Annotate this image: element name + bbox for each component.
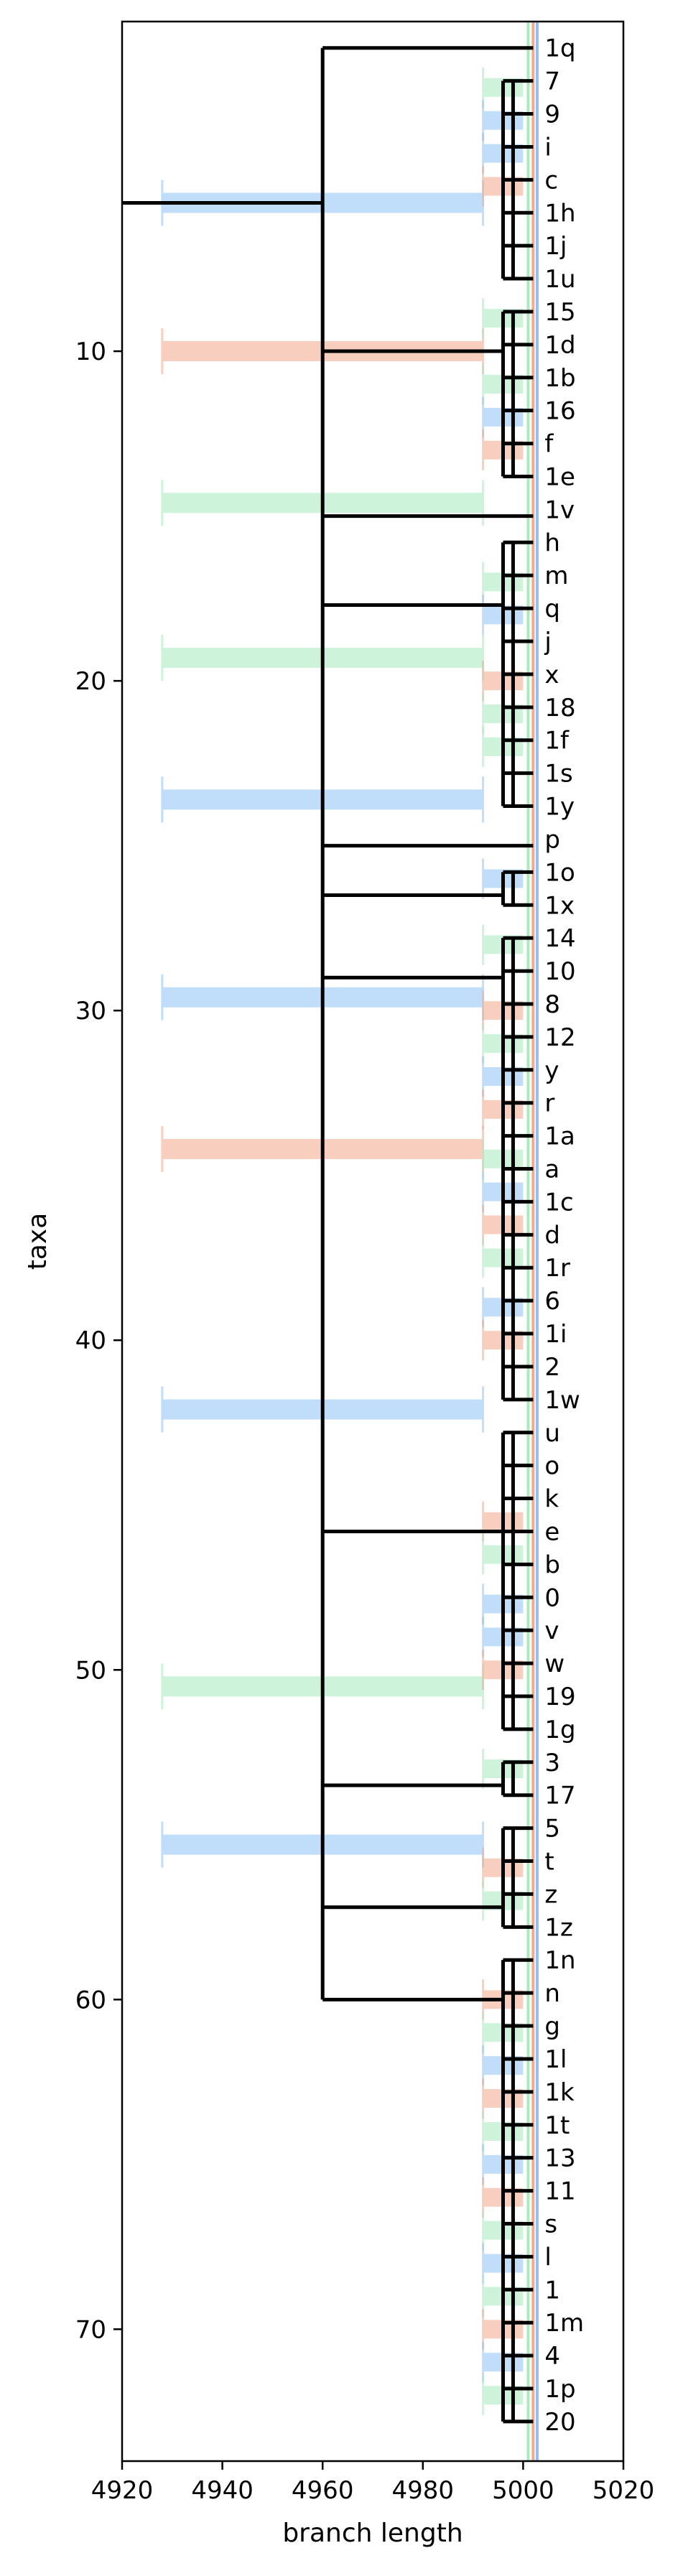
tip-label: 1f xyxy=(544,727,570,755)
tip-label: a xyxy=(544,1156,559,1184)
tip-label: m xyxy=(544,562,568,590)
tip-label: 1h xyxy=(544,199,575,228)
tip-label: 20 xyxy=(544,2408,575,2437)
tip-label: 1s xyxy=(544,760,572,789)
tip-label: 1x xyxy=(544,891,575,920)
tip-label: 1y xyxy=(544,793,575,822)
x-tick-label: 4960 xyxy=(292,2476,354,2505)
tip-label: w xyxy=(544,1650,564,1678)
tip-label: 1v xyxy=(544,496,575,524)
tip-label: c xyxy=(544,166,558,195)
tip-label: 1r xyxy=(544,1254,570,1283)
tip-label: 11 xyxy=(544,2177,575,2206)
y-tick-label: 50 xyxy=(75,1656,106,1685)
tip-label: r xyxy=(544,1089,554,1118)
tip-label: p xyxy=(544,825,560,854)
y-axis: 10 20 30 40 50 60 70 xyxy=(75,338,122,2344)
tip-label: 1e xyxy=(544,462,575,491)
tip-label: 18 xyxy=(544,694,575,722)
tip-label: v xyxy=(544,1617,559,1645)
tip-label: u xyxy=(544,1419,560,1448)
tip-label: 5 xyxy=(544,1815,560,1843)
tip-label: 16 xyxy=(544,397,575,426)
x-tick-label: 4940 xyxy=(191,2476,254,2505)
tip-label: 1z xyxy=(544,1913,572,1942)
y-tick-label: 60 xyxy=(75,1986,106,2014)
tip-label: j xyxy=(544,628,551,656)
tip-label: g xyxy=(544,2012,560,2041)
tip-label: o xyxy=(544,1452,559,1481)
x-tick-label: 5000 xyxy=(492,2476,554,2505)
tip-label: q xyxy=(544,595,560,623)
tip-label: s xyxy=(544,2210,557,2238)
tip-label: 3 xyxy=(544,1749,560,1777)
tip-label: 0 xyxy=(544,1584,560,1612)
tip-label: 1t xyxy=(544,2111,570,2140)
y-axis-title: taxa xyxy=(23,1213,52,1270)
tip-label: k xyxy=(544,1485,559,1514)
tip-label: 1k xyxy=(544,2078,575,2107)
y-tick-label: 40 xyxy=(75,1326,106,1355)
tip-label: 1c xyxy=(544,1188,573,1217)
tip-label: x xyxy=(544,661,559,689)
x-tick-label: 4920 xyxy=(91,2476,154,2505)
y-tick-label: 30 xyxy=(75,997,106,1026)
tip-label: 12 xyxy=(544,1023,575,1052)
tip-label: 1l xyxy=(544,2045,567,2074)
x-tick-label: 4980 xyxy=(392,2476,455,2505)
tip-label: 10 xyxy=(544,957,575,986)
tip-label: n xyxy=(544,1979,560,2008)
tip-label: 7 xyxy=(544,68,560,96)
tip-label: 17 xyxy=(544,1782,575,1810)
tip-label: 1p xyxy=(544,2375,575,2404)
tip-label: d xyxy=(544,1221,560,1250)
error-bars-layer xyxy=(161,67,524,2416)
tip-label: 1 xyxy=(544,2276,560,2305)
tip-label: 19 xyxy=(544,1683,575,1711)
tip-label: h xyxy=(544,529,560,557)
tip-label: 1a xyxy=(544,1122,575,1151)
tip-label: 1u xyxy=(544,265,575,294)
tip-label: 1o xyxy=(544,858,575,887)
tip-label: 1d xyxy=(544,331,575,360)
tip-label: l xyxy=(544,2243,551,2272)
y-tick-label: 10 xyxy=(75,338,106,366)
tip-label: 1n xyxy=(544,1946,575,1975)
tip-label: 4 xyxy=(544,2342,560,2371)
tip-label: 1b xyxy=(544,364,575,393)
y-tick-label: 70 xyxy=(75,2315,106,2344)
tip-label: 9 xyxy=(544,101,560,129)
tip-label: 14 xyxy=(544,924,575,953)
reference-lines-layer xyxy=(526,22,539,2461)
x-axis: 4920 4940 4960 4980 5000 5020 xyxy=(91,2461,655,2505)
tip-label: e xyxy=(544,1517,559,1546)
tip-label: 1q xyxy=(544,34,575,63)
tip-label: 2 xyxy=(544,1353,560,1382)
tree-branches-layer xyxy=(122,46,534,2424)
tip-label: f xyxy=(544,430,554,459)
tip-label: 1w xyxy=(544,1386,580,1415)
tip-label: y xyxy=(544,1056,559,1085)
tip-label: t xyxy=(544,1848,554,1877)
y-tick-label: 20 xyxy=(75,667,106,696)
tip-label: 1g xyxy=(544,1716,575,1744)
plot-frame xyxy=(121,20,625,2463)
tip-label: z xyxy=(544,1880,557,1909)
tip-label: 1m xyxy=(544,2309,584,2338)
tip-label: 6 xyxy=(544,1287,560,1316)
tip-label: 1i xyxy=(544,1320,567,1349)
x-tick-label: 5020 xyxy=(593,2476,655,2505)
tip-label: 8 xyxy=(544,990,560,1019)
tip-labels-layer: 1q79ic1h1j1u151d1b16f1e1vhmqjx181f1s1yp1… xyxy=(544,34,584,2437)
x-axis-title: branch length xyxy=(282,2519,463,2548)
tip-label: 13 xyxy=(544,2144,575,2173)
tip-label: i xyxy=(544,133,551,162)
tip-label: 1j xyxy=(544,232,567,261)
tip-label: 15 xyxy=(544,298,575,327)
tip-label: b xyxy=(544,1550,560,1579)
